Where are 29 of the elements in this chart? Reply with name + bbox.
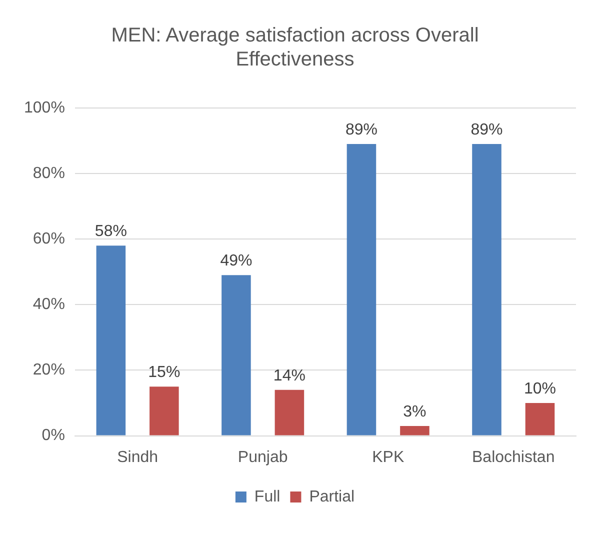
- data-label: 3%: [403, 403, 426, 420]
- data-label: 49%: [220, 252, 252, 270]
- bar: [346, 144, 376, 436]
- bar: [400, 426, 430, 436]
- chart-title: MEN: Average satisfaction across Overall Effectiveness: [111, 24, 479, 71]
- data-label: 89%: [345, 121, 378, 138]
- y-tick-label: 40%: [32, 296, 65, 314]
- bar: [274, 390, 304, 436]
- bar: [472, 144, 502, 436]
- x-tick-label: Sindh: [117, 448, 158, 466]
- data-label: 14%: [273, 367, 306, 384]
- x-tick-label: KPK: [372, 448, 404, 466]
- y-tick-label: 20%: [32, 362, 65, 379]
- x-tick-label: Punjab: [238, 448, 288, 466]
- y-tick-label: 0%: [42, 427, 65, 444]
- data-label: 10%: [524, 380, 556, 398]
- bar: [150, 386, 179, 436]
- data-label: 15%: [148, 364, 180, 382]
- data-label: 89%: [470, 121, 503, 138]
- y-tick-label: 100%: [24, 99, 65, 116]
- y-tick-label: 60%: [32, 230, 65, 248]
- x-tick-label: Balochistan: [472, 448, 555, 466]
- bar: [525, 403, 555, 436]
- data-label: 58%: [94, 223, 127, 240]
- legend-label: Partial: [309, 488, 355, 506]
- y-tick-label: 80%: [32, 164, 65, 182]
- bar: [222, 275, 251, 436]
- bar: [96, 246, 126, 436]
- legend-label: Full: [254, 488, 280, 506]
